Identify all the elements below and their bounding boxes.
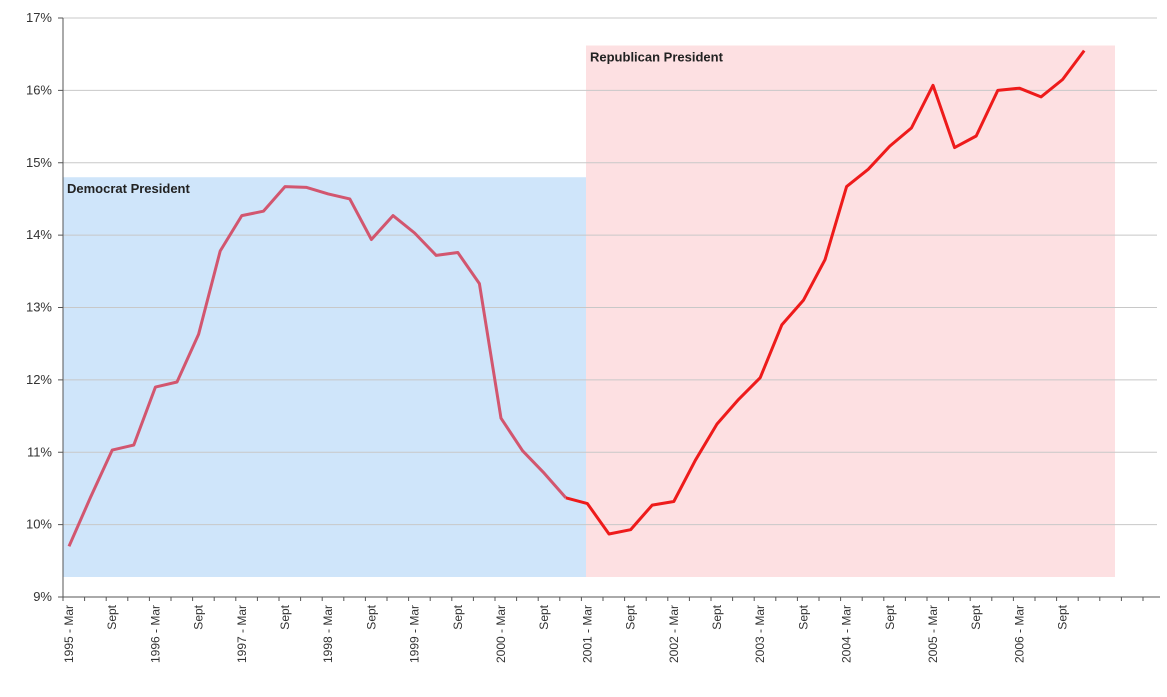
band-labels: Democrat President Republican President xyxy=(67,50,724,197)
y-tick-label: 14% xyxy=(26,227,52,242)
x-tick-label: Sept xyxy=(883,604,897,629)
y-tick-label: 11% xyxy=(27,444,52,459)
y-tick-label: 16% xyxy=(26,82,52,97)
democrat-band xyxy=(63,177,586,577)
x-tick-label: 2001 - Mar xyxy=(580,605,594,663)
x-tick-label: 2000 - Mar xyxy=(494,605,508,663)
x-tick-label: Sept xyxy=(537,604,551,629)
republican-band xyxy=(586,45,1115,577)
x-tick-label: Sept xyxy=(451,604,465,629)
x-axis-tick-labels: 1995 - Mar Sept 1996 - Mar Sept 1997 - Mar Se… xyxy=(62,604,1070,663)
y-tick-label: 17% xyxy=(26,10,52,25)
y-tick-label: 12% xyxy=(26,372,52,387)
y-axis-tick-labels: 9% 10% 11% 12% 13% 14% 15% 16% 17% xyxy=(26,10,52,604)
x-tick-label: 1996 - Mar xyxy=(148,605,162,663)
x-tick-label: 2003 - Mar xyxy=(753,605,767,663)
x-tick-label: Sept xyxy=(796,604,810,629)
x-tick-label: Sept xyxy=(278,604,292,629)
axes xyxy=(58,17,1160,601)
x-tick-label: Sept xyxy=(969,604,983,629)
x-tick-label: 1997 - Mar xyxy=(235,605,249,663)
x-tick-label: 2002 - Mar xyxy=(667,605,681,663)
x-tick-label: Sept xyxy=(364,604,378,629)
x-tick-label: Sept xyxy=(624,604,638,629)
x-tick-label: 2005 - Mar xyxy=(926,605,940,663)
series-line xyxy=(67,49,1086,547)
x-tick-label: 1999 - Mar xyxy=(408,605,422,663)
x-tick-label: 1995 - Mar xyxy=(62,605,76,663)
series-line-democrat xyxy=(67,185,567,547)
gridlines xyxy=(63,17,1157,526)
president-bands xyxy=(63,45,1115,577)
x-tick-label: Sept xyxy=(192,604,206,629)
y-tick-label: 15% xyxy=(26,155,52,170)
x-tick-label: Sept xyxy=(710,604,724,629)
democrat-band-label: Democrat President xyxy=(67,181,190,196)
x-tick-label: 1998 - Mar xyxy=(321,605,335,663)
x-tick-label: 2004 - Mar xyxy=(840,605,854,663)
x-tick-label: Sept xyxy=(1056,604,1070,629)
y-tick-label: 9% xyxy=(33,589,52,604)
series-line-republican xyxy=(565,49,1086,536)
y-tick-label: 10% xyxy=(26,517,52,532)
y-tick-label: 13% xyxy=(26,300,52,315)
x-tick-label: Sept xyxy=(105,604,119,629)
republican-band-label: Republican President xyxy=(590,50,724,65)
x-tick-label: 2006 - Mar xyxy=(1012,605,1026,663)
